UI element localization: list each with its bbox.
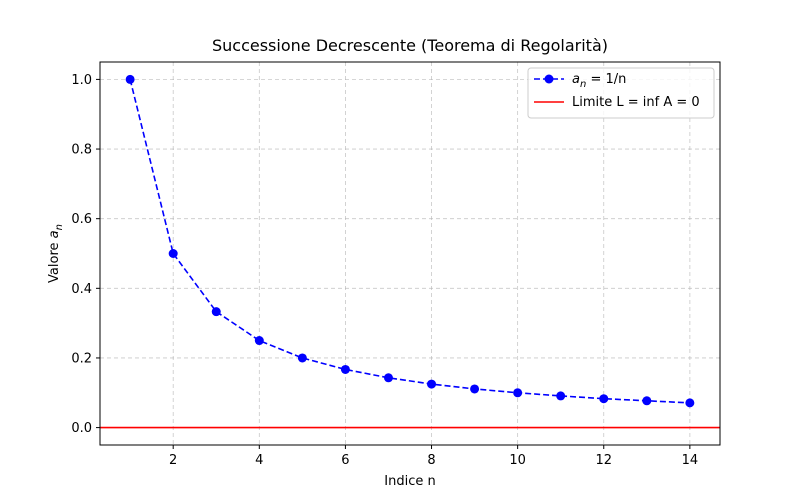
legend-box: [527, 67, 715, 119]
x-tick-label: 12: [595, 453, 612, 468]
series-layer: [125, 74, 695, 408]
legend-series-label-base: a: [572, 72, 580, 87]
x-tick-label: 6: [341, 453, 349, 468]
y-tick-label: 0.6: [71, 212, 92, 227]
y-tick-label: 0.8: [71, 143, 92, 158]
y-axis-label-prefix: Valore: [47, 238, 62, 283]
x-tick-label: 4: [255, 453, 263, 468]
grid: [100, 62, 720, 445]
x-tick-label: 2: [169, 453, 177, 468]
data-point: [685, 398, 695, 408]
data-point: [340, 364, 350, 374]
x-tick-label: 10: [509, 453, 526, 468]
legend-limit-label: Limite L = inf A = 0: [572, 95, 700, 110]
data-point: [297, 353, 307, 363]
legend-series-label: an = 1/n: [572, 72, 626, 90]
y-tick-label: 0.2: [71, 351, 92, 366]
series-line: [129, 79, 690, 404]
x-axis-label: Indice n: [384, 474, 435, 489]
data-point: [556, 391, 566, 401]
chart-title: Successione Decrescente (Teorema di Rego…: [212, 36, 608, 55]
x-axis-ticks: 2 4 6 8 10 12 14: [169, 445, 698, 468]
plot-area-frame: [99, 61, 721, 446]
legend-series-label-rest: = 1/n: [586, 72, 626, 87]
legend-series-marker: [544, 74, 554, 84]
data-point: [125, 74, 135, 84]
data-point: [599, 394, 609, 404]
data-point: [427, 379, 437, 389]
y-axis-label-sub: n: [54, 224, 65, 230]
x-tick-label: 8: [427, 453, 435, 468]
data-point: [513, 388, 523, 398]
data-point: [168, 249, 178, 258]
y-tick-label: 0.4: [71, 282, 92, 297]
y-axis-label-math: a: [47, 230, 62, 238]
y-tick-label: 1.0: [71, 73, 92, 88]
data-point: [254, 336, 264, 346]
x-tick-label: 14: [682, 453, 699, 468]
y-axis-label: Valore an: [47, 224, 65, 283]
legend-series-label-sub: n: [580, 79, 586, 90]
y-axis-ticks: 0.0 0.2 0.4 0.6 0.8 1.0: [71, 73, 100, 436]
data-point: [383, 373, 393, 383]
data-point: [470, 384, 480, 394]
data-point: [211, 307, 221, 317]
data-point: [642, 396, 652, 406]
legend: an = 1/n Limite L = inf A = 0: [527, 67, 715, 119]
y-tick-label: 0.0: [71, 421, 92, 436]
